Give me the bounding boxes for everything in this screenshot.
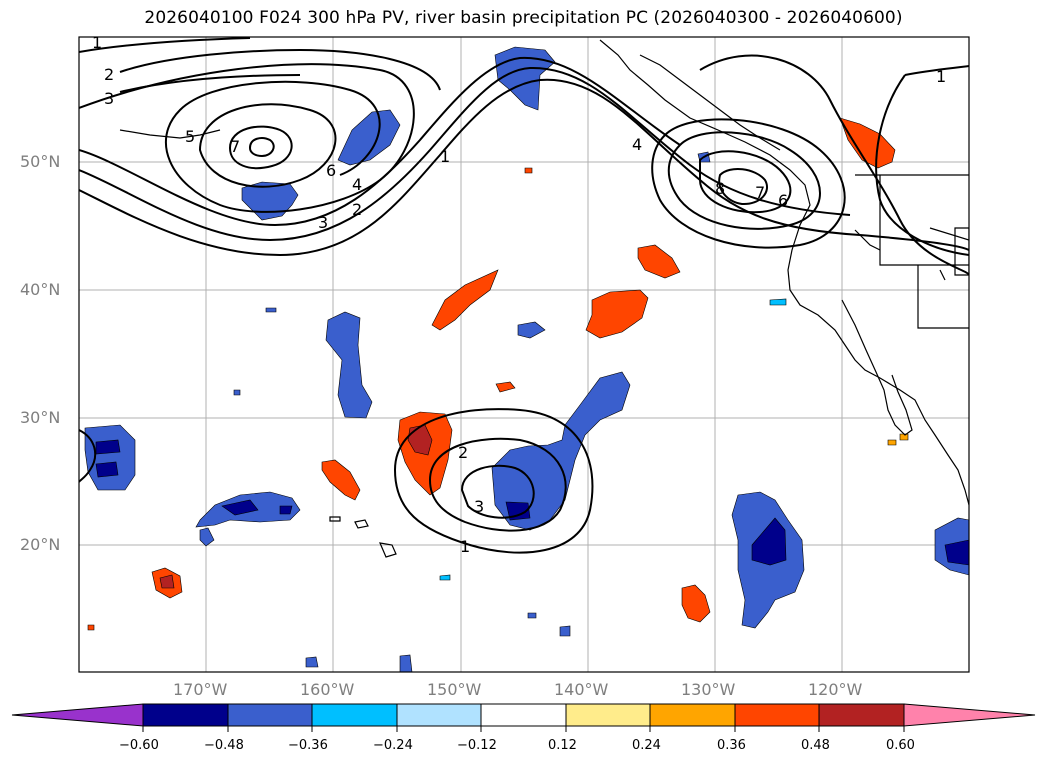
- colorbar-over: [903, 703, 1036, 727]
- lon-label-140w: 140°W: [554, 680, 609, 699]
- colorbar-under: [11, 703, 144, 727]
- contour-label: 3: [318, 213, 328, 232]
- colorbar-tick-label: 0.24: [632, 738, 661, 753]
- lat-label-30n: 30°N: [20, 408, 61, 427]
- grid: [79, 37, 969, 672]
- colorbar-tick-label: 0.36: [717, 738, 746, 753]
- colorbar: [11, 703, 1036, 732]
- colorbar-tick-label: −0.12: [457, 738, 497, 753]
- lon-label-170w: 170°W: [173, 680, 228, 699]
- colorbar-tick-label: 0.48: [801, 738, 830, 753]
- lat-label-50n: 50°N: [20, 152, 61, 171]
- pv-contours: [79, 37, 969, 554]
- precipitation-shading: [84, 46, 969, 672]
- lat-label-40n: 40°N: [20, 280, 61, 299]
- contour-label: 6: [778, 191, 788, 210]
- map-title: 2026040100 F024 300 hPa PV, river basin …: [144, 8, 903, 28]
- colorbar-bin: [480, 703, 567, 727]
- contour-label: 7: [755, 183, 765, 202]
- colorbar-tick-label: 0.60: [886, 738, 915, 753]
- contour-label: 3: [474, 497, 484, 516]
- contour-label: 2: [458, 443, 468, 462]
- lon-label-120w: 120°W: [808, 680, 863, 699]
- colorbar-bin: [396, 703, 482, 727]
- colorbar-tick-label: −0.60: [119, 738, 159, 753]
- contour-label: 4: [632, 135, 642, 154]
- contour-label: 4: [352, 175, 362, 194]
- pv-contour-labels: 1 2 3 5 7 6 4 3 2 1 4 8 7 6 1 2 3 1: [92, 33, 946, 556]
- contour-label: 1: [936, 67, 946, 86]
- colorbar-tick-label: −0.36: [288, 738, 328, 753]
- contour-label: 3: [104, 89, 114, 108]
- colorbar-bin: [311, 703, 398, 727]
- contour-label: 2: [352, 200, 362, 219]
- colorbar-tick-label: −0.48: [204, 738, 244, 753]
- contour-label: 2: [104, 65, 114, 84]
- contour-label: 5: [185, 127, 195, 146]
- contour-label: 7: [230, 137, 240, 156]
- contour-label: 6: [326, 161, 336, 180]
- lon-label-130w: 130°W: [681, 680, 736, 699]
- contour-label: 1: [440, 147, 450, 166]
- colorbar-tick-label: −0.24: [373, 738, 413, 753]
- colorbar-bin: [649, 703, 736, 727]
- lon-label-150w: 150°W: [427, 680, 482, 699]
- lat-label-20n: 20°N: [20, 535, 61, 554]
- negative-anomalies: [84, 46, 969, 672]
- colorbar-bin: [142, 703, 229, 727]
- contour-label: 1: [92, 33, 102, 52]
- colorbar-bin: [734, 703, 820, 727]
- colorbar-bin: [227, 703, 313, 727]
- contour-label: 8: [715, 179, 725, 198]
- colorbar-bin: [565, 703, 651, 727]
- lon-label-160w: 160°W: [300, 680, 355, 699]
- colorbar-tick-label: 0.12: [548, 738, 577, 753]
- contour-label: 1: [460, 537, 470, 556]
- colorbar-bin: [818, 703, 905, 727]
- map-frame: [78, 36, 970, 673]
